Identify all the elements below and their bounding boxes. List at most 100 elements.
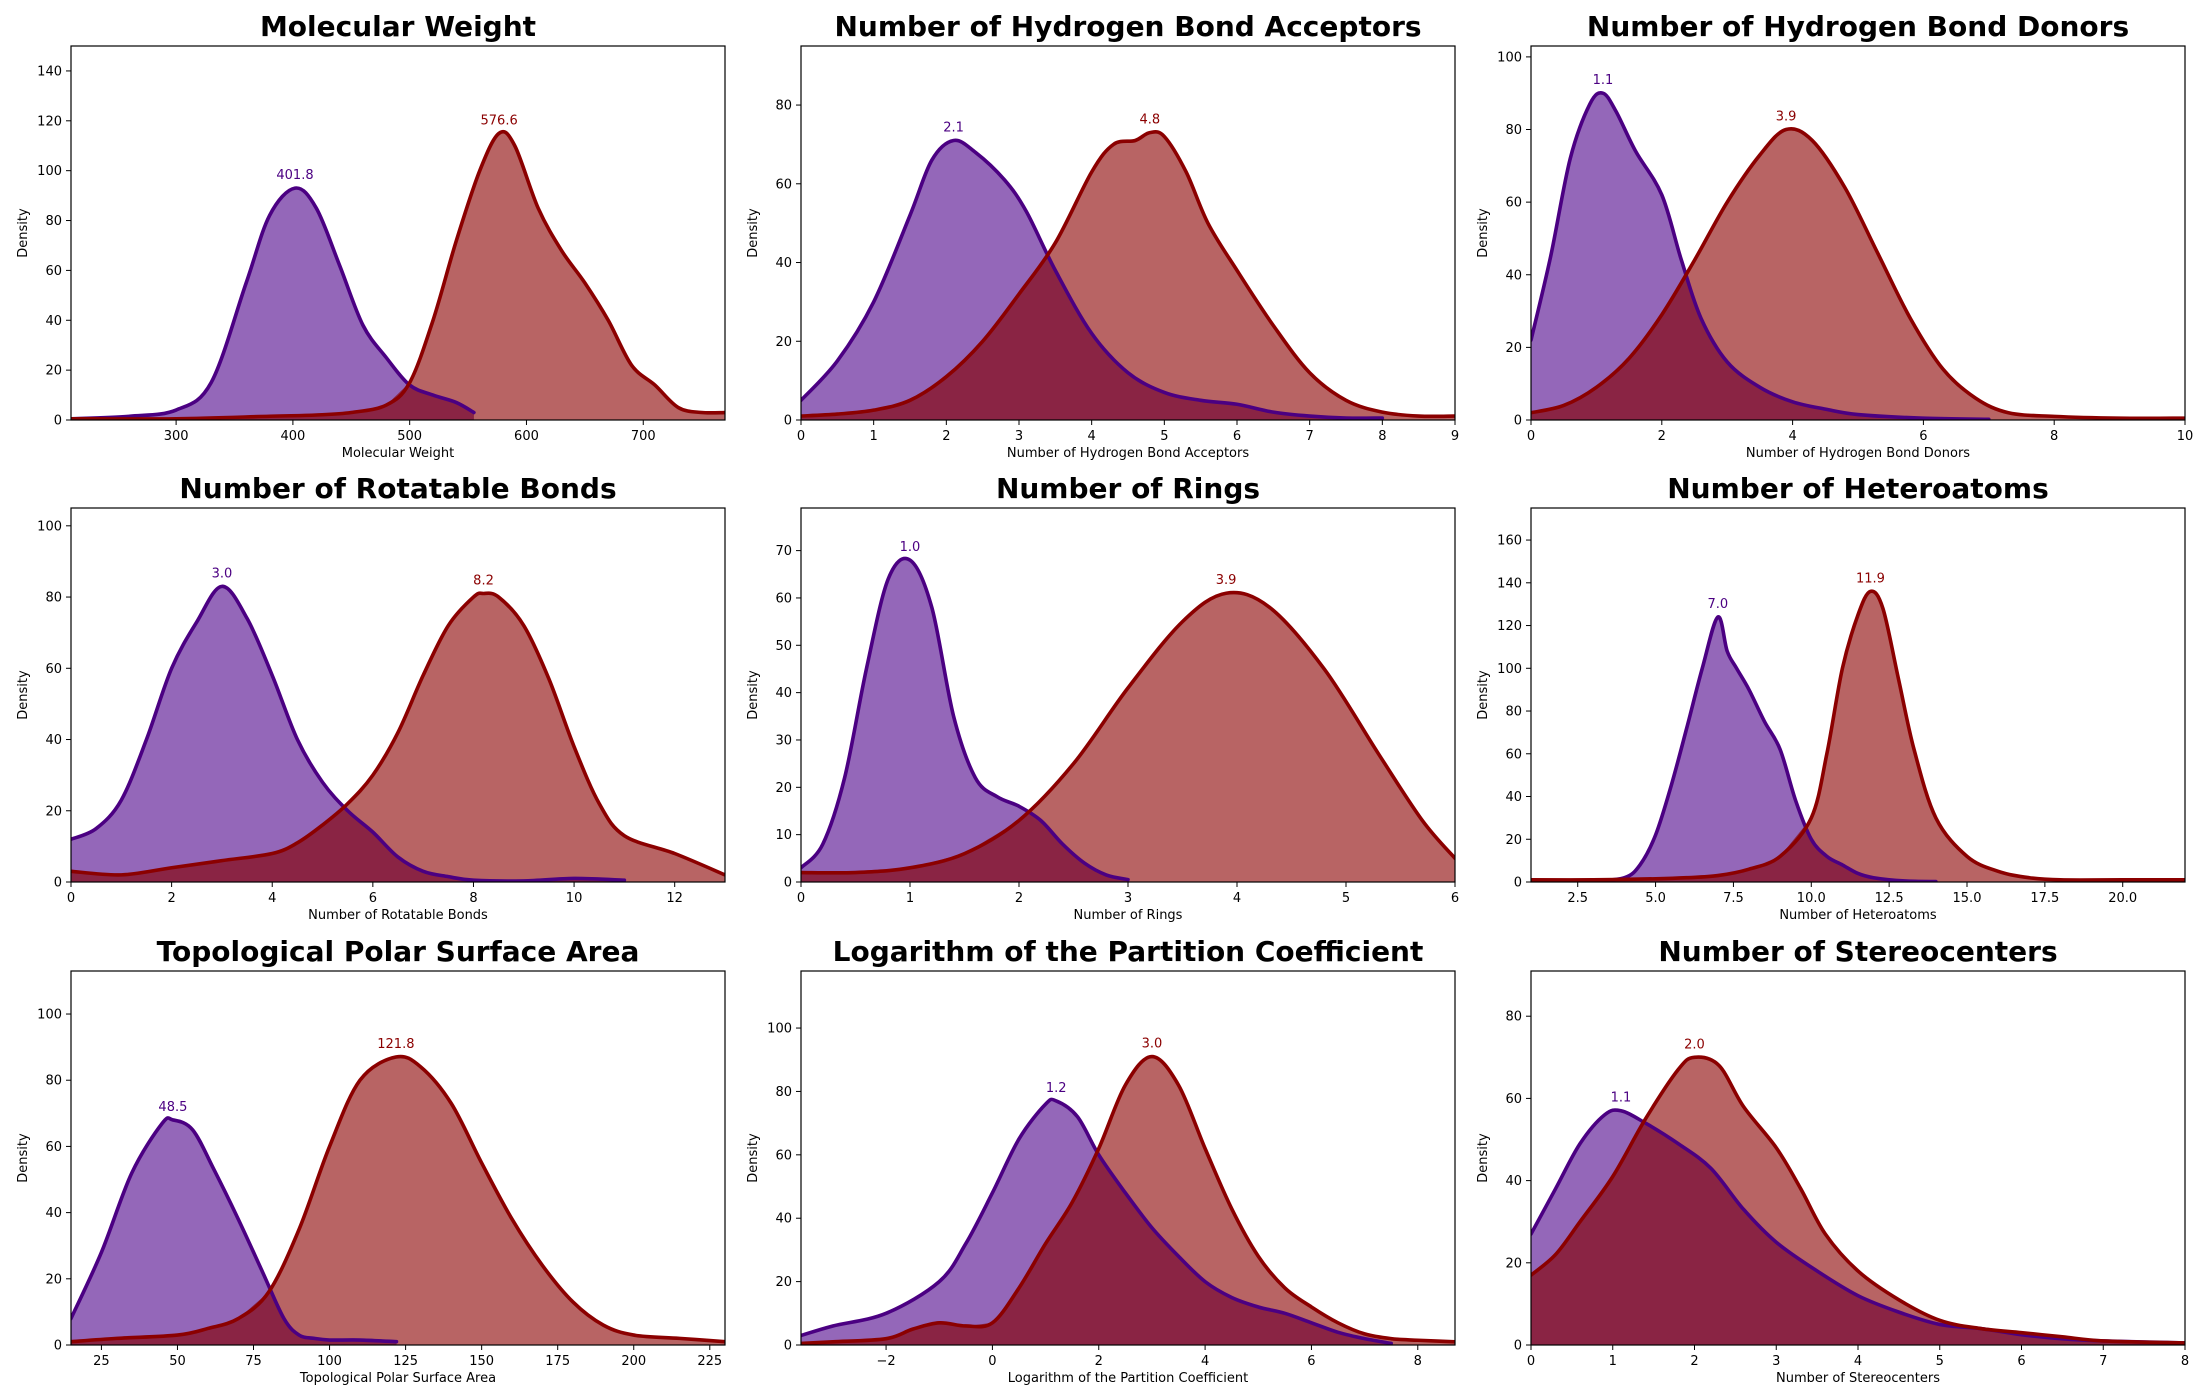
density-panel: 2.1 4.8 0 1 2 3 4 5 6 7 8 9 0 20 40 60 80 Number of Hydro… — [746, 10, 1459, 461]
y-tick-label: 40 — [775, 1212, 792, 1227]
series-area — [71, 1117, 397, 1345]
x-tick-label: 25 — [93, 1354, 110, 1369]
peak-label: 3.0 — [1142, 1037, 1163, 1052]
series-line — [1531, 91, 1991, 420]
x-tick-label: −2 — [876, 1354, 895, 1369]
y-tick-label: 60 — [1505, 747, 1522, 762]
y-axis-label: Density — [1476, 208, 1491, 258]
peak-label: 121.8 — [377, 1037, 414, 1052]
peak-label: 1.1 — [1593, 73, 1614, 88]
plot-area — [801, 130, 1455, 420]
y-tick-label: 0 — [1514, 414, 1522, 429]
peak-label: 1.0 — [900, 540, 921, 555]
y-tick-label: 20 — [1505, 833, 1522, 848]
x-tick-label: 6 — [1233, 429, 1241, 444]
x-tick-label: 6 — [1451, 891, 1459, 906]
x-tick-label: 3 — [1772, 1354, 1780, 1369]
peak-label: 2.1 — [943, 120, 964, 135]
series-area — [801, 140, 1383, 420]
y-tick-label: 20 — [45, 804, 62, 819]
x-tick-label: 6 — [1307, 1354, 1315, 1369]
y-tick-label: 10 — [775, 828, 792, 843]
y-tick-label: 20 — [775, 335, 792, 350]
x-tick-label: 125 — [393, 1354, 418, 1369]
series-line — [71, 584, 627, 882]
y-tick-label: 20 — [775, 1275, 792, 1290]
x-axis-label: Number of Rotatable Bonds — [308, 908, 488, 923]
y-axis-label: Density — [16, 670, 31, 720]
y-tick-label: 0 — [1514, 876, 1522, 891]
panel-title: Number of Heteroatoms — [1667, 472, 2049, 505]
x-tick-label: 0 — [797, 429, 805, 444]
plot-area — [71, 1054, 725, 1345]
series-area — [801, 558, 1128, 882]
series-line — [801, 130, 1455, 419]
x-tick-label: 5 — [1342, 891, 1350, 906]
y-tick-label: 80 — [1505, 705, 1522, 720]
x-tick-label: 0 — [1527, 1354, 1535, 1369]
x-axis-label: Topological Polar Surface Area — [299, 1371, 496, 1386]
x-tick-label: 150 — [469, 1354, 494, 1369]
y-tick-label: 40 — [45, 314, 62, 329]
x-axis-label: Logarithm of the Partition Coefficient — [1008, 1371, 1248, 1386]
panel-title: Topological Polar Surface Area — [157, 935, 640, 968]
peak-label: 2.0 — [1684, 1037, 1705, 1052]
series-line — [801, 1054, 1455, 1345]
y-tick-label: 60 — [1505, 1092, 1522, 1107]
x-tick-label: 600 — [514, 429, 539, 444]
panel-title: Number of Rotatable Bonds — [179, 472, 616, 505]
panel-title: Number of Stereocenters — [1658, 935, 2057, 968]
overlap-area — [801, 812, 1128, 882]
axes-frame — [70, 507, 726, 883]
x-tick-label: 8 — [1378, 429, 1386, 444]
series-area — [801, 592, 1455, 882]
y-tick-label: 120 — [37, 114, 62, 129]
y-tick-label: 80 — [775, 99, 792, 114]
x-tick-label: 175 — [545, 1354, 570, 1369]
series-area — [71, 187, 474, 420]
y-tick-label: 40 — [1505, 790, 1522, 805]
series-line — [801, 556, 1130, 882]
x-tick-label: 5.0 — [1645, 891, 1666, 906]
axes-frame — [70, 45, 726, 421]
series-line — [71, 129, 725, 420]
y-tick-label: 100 — [1497, 50, 1522, 65]
x-tick-label: 2 — [167, 891, 175, 906]
x-tick-label: 0 — [67, 891, 75, 906]
peak-label: 11.9 — [1856, 571, 1885, 586]
peak-label: 7.0 — [1708, 597, 1729, 612]
x-tick-label: 2 — [1015, 891, 1023, 906]
y-tick-label: 0 — [54, 414, 62, 429]
y-axis-label: Density — [746, 670, 761, 720]
y-tick-label: 80 — [45, 1074, 62, 1089]
peak-label: 1.2 — [1046, 1081, 1067, 1096]
x-axis-label: Number of Stereocenters — [1776, 1371, 1940, 1386]
y-axis-label: Density — [16, 1133, 31, 1183]
plot-area — [71, 129, 725, 420]
series-area — [71, 593, 725, 882]
y-axis-label: Density — [1476, 1133, 1491, 1183]
density-panel: 7.0 11.9 2.5 5.0 7.5 10.0 12.5 15.0 17.5 20.0 0 20 4… — [1476, 472, 2186, 923]
y-tick-label: 20 — [45, 364, 62, 379]
y-tick-label: 20 — [1505, 341, 1522, 356]
x-tick-label: 4 — [1233, 891, 1241, 906]
x-tick-label: 7 — [2099, 1354, 2107, 1369]
x-tick-label: 100 — [317, 1354, 342, 1369]
peak-label: 401.8 — [276, 168, 313, 183]
plot-area — [1531, 91, 2185, 420]
axes-frame — [70, 970, 726, 1346]
x-tick-label: 0 — [988, 1354, 996, 1369]
series-area — [1531, 616, 1936, 882]
plot-area — [1531, 589, 2185, 882]
y-tick-label: 60 — [45, 264, 62, 279]
x-tick-label: 5 — [1160, 429, 1168, 444]
panel-title: Number of Hydrogen Bond Donors — [1587, 10, 2129, 43]
y-tick-label: 80 — [1505, 1010, 1522, 1025]
x-tick-label: 8 — [469, 891, 477, 906]
y-tick-label: 40 — [45, 1206, 62, 1221]
series-line — [801, 590, 1455, 875]
density-panel: 3.0 8.2 0 2 4 6 8 10 12 0 20 40 60 80 100 Number of Rot… — [16, 472, 726, 923]
x-tick-label: 1 — [906, 891, 914, 906]
